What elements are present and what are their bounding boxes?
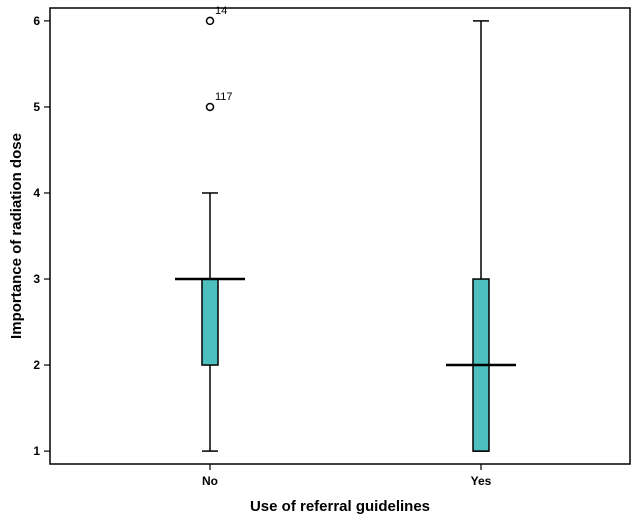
outlier-label: 14 xyxy=(215,5,227,17)
y-axis-title: Importance of radiation dose xyxy=(8,133,25,339)
y-tick-label: 4 xyxy=(33,186,40,200)
x-axis-title: Use of referral guidelines xyxy=(250,498,430,515)
y-tick-label: 2 xyxy=(33,358,40,372)
box xyxy=(201,278,219,366)
x-axis: No Yes xyxy=(202,464,492,488)
outlier-point xyxy=(205,16,215,26)
outlier-label: 117 xyxy=(215,91,233,103)
y-axis: 1 2 3 4 5 6 xyxy=(33,14,50,458)
y-tick-label: 1 xyxy=(33,444,40,458)
y-tick-label: 6 xyxy=(33,14,40,28)
y-tick-label: 5 xyxy=(33,100,40,114)
outlier-point xyxy=(205,102,215,112)
x-tick-label: Yes xyxy=(471,474,492,488)
boxes-group: 14 117 xyxy=(175,5,516,452)
y-tick-label: 3 xyxy=(33,272,40,286)
x-tick-label: No xyxy=(202,474,218,488)
plot-frame xyxy=(49,7,631,465)
